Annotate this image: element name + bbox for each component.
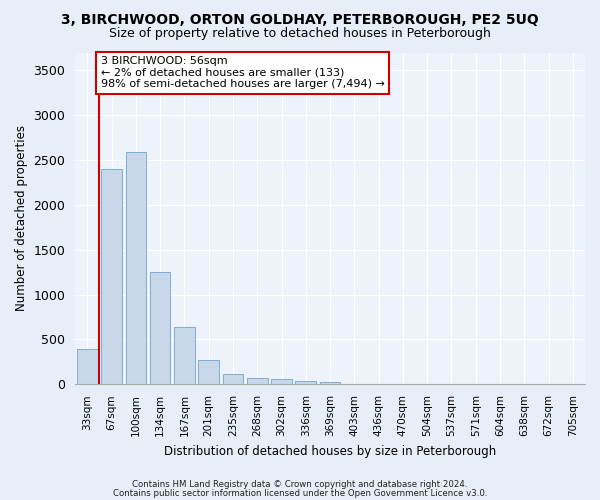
Bar	[223, 374, 243, 384]
Text: 3, BIRCHWOOD, ORTON GOLDHAY, PETERBOROUGH, PE2 5UQ: 3, BIRCHWOOD, ORTON GOLDHAY, PETERBOROUG…	[61, 12, 539, 26]
Bar	[320, 382, 340, 384]
Bar	[295, 381, 316, 384]
Bar	[174, 327, 195, 384]
Bar	[199, 360, 219, 384]
Bar	[125, 152, 146, 384]
Text: Contains HM Land Registry data © Crown copyright and database right 2024.: Contains HM Land Registry data © Crown c…	[132, 480, 468, 489]
Bar	[101, 169, 122, 384]
Y-axis label: Number of detached properties: Number of detached properties	[15, 126, 28, 312]
Text: Contains public sector information licensed under the Open Government Licence v3: Contains public sector information licen…	[113, 488, 487, 498]
Text: Size of property relative to detached houses in Peterborough: Size of property relative to detached ho…	[109, 28, 491, 40]
X-axis label: Distribution of detached houses by size in Peterborough: Distribution of detached houses by size …	[164, 444, 496, 458]
Bar	[77, 350, 98, 384]
Bar	[247, 378, 268, 384]
Bar	[150, 272, 170, 384]
Text: 3 BIRCHWOOD: 56sqm
← 2% of detached houses are smaller (133)
98% of semi-detache: 3 BIRCHWOOD: 56sqm ← 2% of detached hous…	[101, 56, 385, 90]
Bar	[271, 380, 292, 384]
